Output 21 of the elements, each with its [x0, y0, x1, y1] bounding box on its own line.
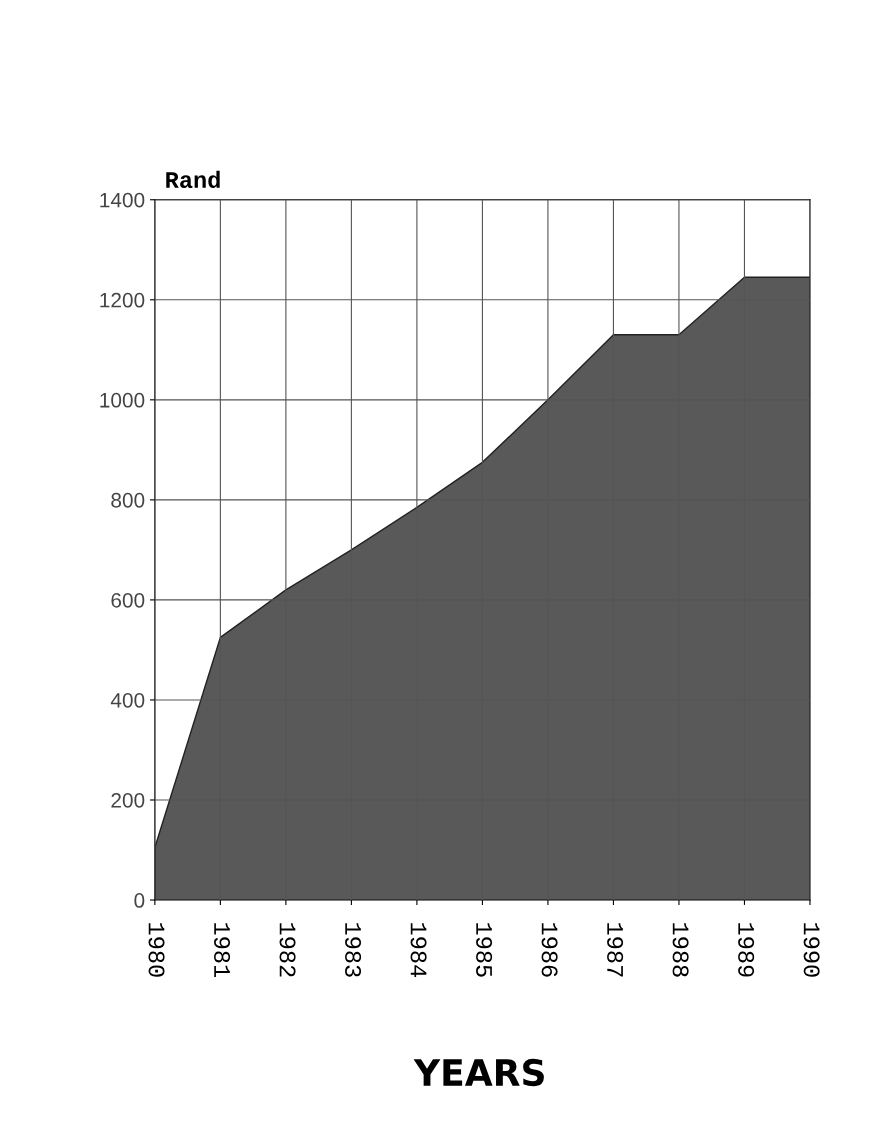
- y-tick-label: 1200: [100, 292, 145, 308]
- y-tick-label: 200: [111, 792, 145, 808]
- x-tick-label: 1984: [410, 923, 427, 978]
- x-tick-label: 1989: [738, 923, 755, 977]
- x-tick-label: 1988: [672, 923, 689, 977]
- y-tick-label: 0: [134, 893, 145, 908]
- x-tick-label: 1980: [148, 923, 165, 977]
- x-tick-label: 1985: [476, 923, 493, 977]
- x-tick-label: 1982: [279, 923, 296, 977]
- x-axis-title: YEARS: [413, 1058, 544, 1087]
- y-tick-label: 800: [111, 492, 145, 508]
- y-tick-label: 1400: [100, 192, 145, 208]
- x-tick-label: 1986: [541, 923, 558, 977]
- y-axis-title: Rand: [166, 170, 220, 189]
- y-tick-label: 400: [110, 692, 145, 708]
- x-tick-label: 1983: [345, 923, 362, 977]
- x-tick-label: 1990: [803, 923, 820, 977]
- x-tick-label: 1981: [214, 923, 231, 978]
- x-tick-label: 1987: [607, 923, 624, 977]
- y-tick-label: 600: [111, 592, 145, 608]
- y-tick-label: 1000: [100, 392, 145, 408]
